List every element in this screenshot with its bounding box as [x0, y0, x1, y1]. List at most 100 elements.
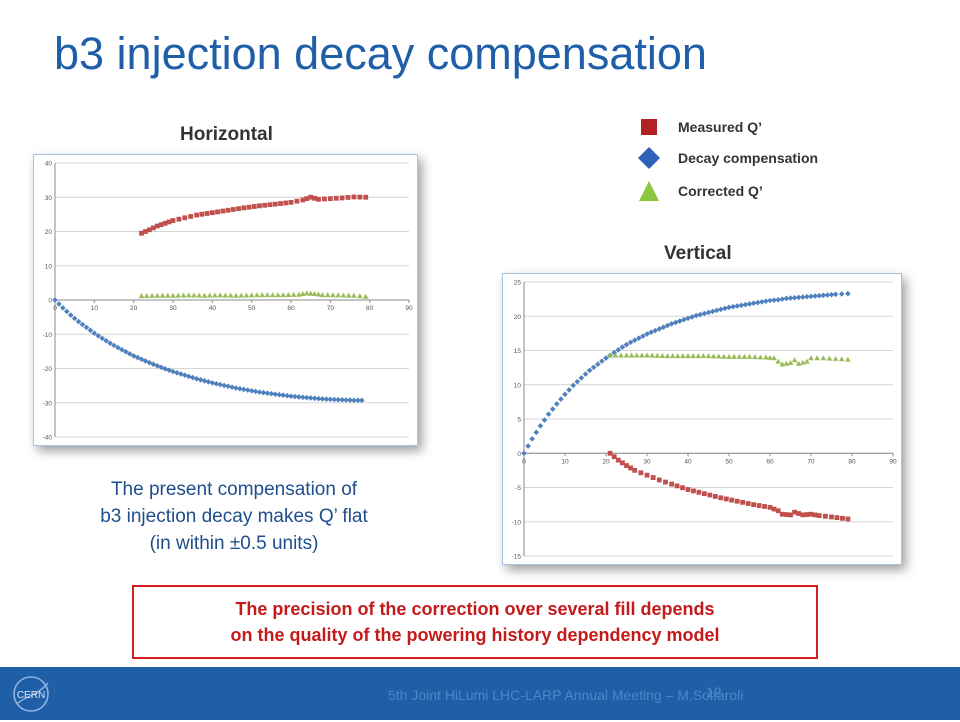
- decay-compensation-point: [276, 391, 282, 398]
- measured-q-point: [351, 194, 357, 200]
- measured-q-point: [209, 210, 215, 216]
- vertical-chart-svg: -15 -10 -5 0 5 10 15 20 25 0 10 20 30 40 50 60 70 80 90: [512, 280, 897, 561]
- measured-q-point: [300, 197, 306, 203]
- corrected-q-point: [159, 292, 166, 298]
- decay-compensation-point: [529, 436, 535, 442]
- decay-compensation-point: [750, 300, 757, 307]
- decay-compensation-point: [693, 312, 699, 319]
- decay-compensation-point: [603, 355, 609, 361]
- corrected-q-point: [362, 293, 369, 299]
- corrected-q-point: [820, 355, 827, 361]
- x-tick-label: 90: [889, 458, 897, 465]
- decay-compensation-point: [205, 379, 212, 385]
- note-line: b3 injection decay makes Q’ flat: [100, 506, 368, 527]
- callout-line: on the quality of the powering history d…: [230, 625, 720, 645]
- measured-q-point: [257, 203, 262, 209]
- corrected-q-point: [280, 292, 286, 298]
- measured-q-point: [611, 454, 617, 460]
- x-tick-label: 60: [287, 305, 295, 312]
- corrected-q-point: [690, 353, 696, 359]
- decay-compensation-point: [343, 397, 349, 403]
- corrected-q-point: [721, 353, 727, 359]
- measured-q-point: [756, 503, 762, 508]
- corrected-q-point: [233, 292, 239, 298]
- measured-q-point: [220, 208, 226, 214]
- corrected-q-point: [307, 290, 314, 296]
- legend-label-measured: Measured Q’: [678, 119, 763, 135]
- precision-callout: The precision of the correction over sev…: [132, 585, 818, 659]
- y-tick-label: 20: [45, 229, 53, 236]
- corrected-q-point: [340, 292, 347, 298]
- x-tick-label: 30: [169, 305, 177, 312]
- y-tick-label: 5: [517, 417, 521, 424]
- decay-compensation-point: [681, 316, 687, 323]
- corrected-q-point: [752, 354, 758, 360]
- x-tick-label: 0: [53, 305, 57, 312]
- decay-compensation-point: [103, 337, 109, 344]
- horizontal-chart: -40 -30 -20 -10 0 10 20 30 40 0 10 20 30 40 50 60 70 80 90: [33, 154, 418, 446]
- decay-compensation-point: [668, 320, 675, 327]
- cern-logo-icon: CERN: [8, 671, 54, 722]
- decay-compensation-point: [759, 299, 765, 305]
- legend-item-decay: Decay compensation: [638, 147, 818, 169]
- decay-compensation-point: [713, 307, 720, 314]
- decay-compensation-point: [672, 319, 679, 326]
- corrected-q-point: [649, 352, 655, 358]
- decay-compensation-point: [95, 332, 102, 339]
- decay-compensation-point: [221, 382, 227, 389]
- decay-compensation-point: [578, 375, 585, 381]
- decay-compensation-point: [648, 329, 654, 336]
- measured-q-point: [663, 479, 668, 485]
- y-tick-label: 10: [45, 263, 53, 270]
- callout-line: The precision of the correction over sev…: [235, 599, 715, 619]
- cern-logo-svg: CERN: [13, 676, 49, 712]
- decay-compensation-point: [359, 397, 365, 404]
- measured-q-point: [204, 211, 210, 216]
- x-tick-label: 40: [209, 305, 217, 312]
- decay-compensation-point: [549, 406, 556, 412]
- decay-compensation-point: [795, 294, 802, 301]
- corrected-q-point: [705, 353, 712, 359]
- decay-compensation-point: [838, 291, 845, 297]
- decay-compensation-point: [742, 301, 749, 308]
- legend-label-decay: Decay compensation: [678, 150, 819, 166]
- y-tick-label: 15: [514, 348, 522, 355]
- y-tick-label: 10: [514, 382, 522, 389]
- decay-compensation-point: [237, 385, 243, 392]
- decay-compensation-point: [154, 362, 161, 369]
- decay-compensation-point: [182, 372, 188, 378]
- decay-compensation-point: [566, 387, 572, 393]
- measured-q-point: [143, 229, 148, 234]
- corrected-q-point: [644, 352, 650, 358]
- measured-q-point: [150, 225, 156, 231]
- decay-compensation-point: [582, 371, 589, 377]
- x-tick-label: 70: [327, 305, 335, 312]
- corrected-q-point: [311, 291, 318, 297]
- corrected-q-point: [154, 292, 161, 298]
- corrected-q-point: [227, 292, 234, 298]
- measured-q-point: [294, 198, 300, 204]
- decay-compensation-point: [640, 333, 646, 339]
- decay-compensation-point: [763, 298, 769, 304]
- y-tick-label: -15: [512, 554, 522, 561]
- corrected-q-point: [639, 352, 645, 358]
- decay-compensation-point: [730, 303, 736, 310]
- corrected-q-point: [700, 353, 707, 359]
- decay-compensation-point: [689, 314, 695, 320]
- corrected-q-point: [775, 358, 781, 364]
- measured-q-point: [139, 230, 144, 236]
- decay-compensation-point: [217, 381, 223, 388]
- decay-compensation-point: [656, 326, 663, 332]
- decay-compensation-point: [599, 358, 605, 364]
- corrected-q-point: [201, 292, 208, 298]
- measured-q-point: [288, 199, 294, 205]
- corrected-q-point: [664, 353, 671, 359]
- decay-compensation-point: [611, 349, 617, 356]
- note-line: The present compensation of: [110, 479, 358, 500]
- measured-q-point: [734, 498, 740, 504]
- corrected-q-point: [180, 292, 187, 298]
- measured-q-point: [680, 485, 685, 491]
- measured-q-point: [194, 212, 199, 218]
- decay-compensation-point: [590, 364, 597, 371]
- corrected-q-point: [695, 353, 702, 359]
